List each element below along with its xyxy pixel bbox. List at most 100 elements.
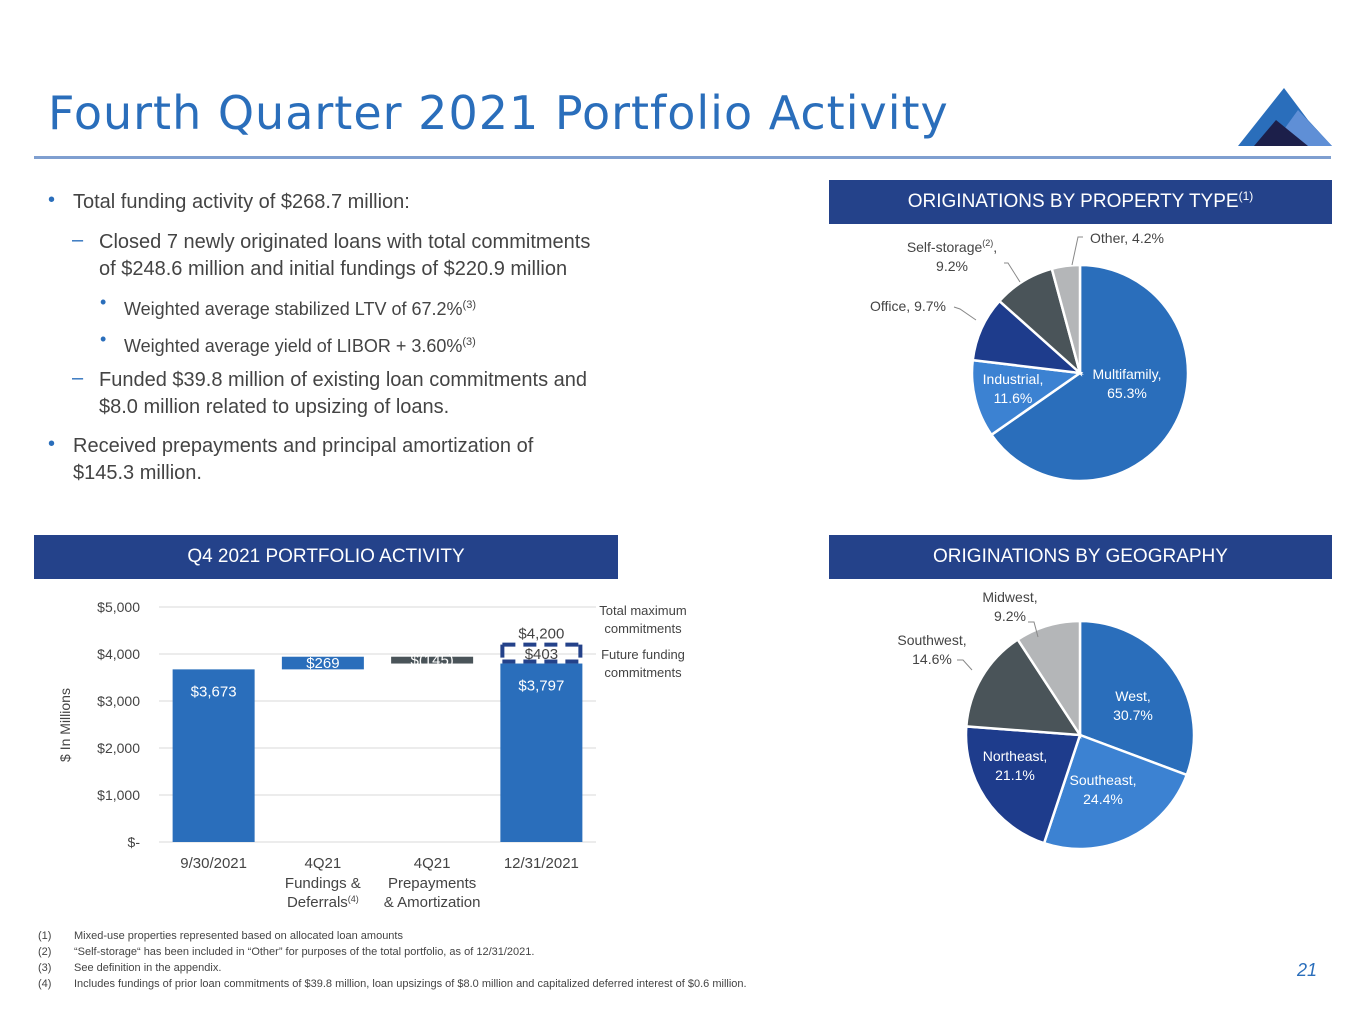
commitments-legend-text: commitments [604,621,682,636]
svg-text:Prepayments: Prepayments [388,875,476,892]
svg-text:9.2%: 9.2% [994,608,1026,624]
future-funding-label: $403 [525,646,558,663]
svg-text:Midwest,: Midwest, [982,589,1037,605]
pie-slice [964,725,1082,845]
y-tick-label: $3,000 [97,693,140,709]
y-tick-label: $1,000 [97,787,140,803]
leader-line [1071,236,1083,266]
svg-text:Office, 9.7%: Office, 9.7% [870,298,946,314]
svg-text:4Q21: 4Q21 [414,855,451,872]
x-category-label: 9/30/2021 [180,855,247,872]
bullet-marker: • [100,292,107,312]
pie-slice [989,263,1190,483]
footnote: (1) Mixed-use properties represented base… [38,930,403,942]
bullet-prepayments-line2: $145.3 million. [73,462,202,484]
svg-text:14.6%: 14.6% [912,651,952,667]
x-category-label: 12/31/2021 [504,855,579,872]
pie-label: Self-storage(2), 9.2% [907,238,997,274]
bar [172,669,255,842]
leader-line [957,659,973,671]
page-number: 21 [1296,960,1317,980]
svg-text:West,: West, [1115,688,1151,704]
pie-slice [1015,619,1082,740]
pie-slice [1042,733,1189,851]
bar [391,656,474,664]
bullet-yield: Weighted average yield of LIBOR + 3.60%(… [124,336,476,356]
bullet-marker: • [100,329,107,349]
pie-label: Southwest, 14.6% [897,632,966,667]
dash-marker: – [72,229,84,251]
title-divider [34,156,1331,159]
commitments-legend-text: Total maximum [599,603,686,618]
svg-text:Industrial,: Industrial, [983,371,1044,387]
bullet-closed-loans-line1: Closed 7 newly originated loans with tot… [99,231,591,253]
pie-slice [964,637,1083,737]
x-category-label: 4Q21 Prepayments & Amortization [384,855,481,911]
pie-label: Multifamily, 65.3% [1093,366,1162,401]
svg-text:9/30/2021: 9/30/2021 [180,855,247,872]
bullet-total-funding: Total funding activity of $268.7 million… [73,191,410,213]
y-axis-label: $ In Millions [57,688,73,762]
svg-text:Self-storage(2),: Self-storage(2), [907,238,997,255]
header-portfolio-activity: Q4 2021 PORTFOLIO ACTIVITY [34,535,618,579]
svg-text:12/31/2021: 12/31/2021 [504,855,579,872]
commitments-legend-text: Future funding [601,647,685,662]
pie-slice [970,358,1084,437]
pie-label: Industrial, 11.6% [983,371,1044,406]
svg-text:24.4%: 24.4% [1083,791,1123,807]
header-geography: ORIGINATIONS BY GEOGRAPHY [829,535,1332,579]
footnote: (2) “Self-storage“ has been included in “… [38,946,535,958]
total-maximum-label: $4,200 [518,626,564,643]
y-tick-label: $- [128,834,141,850]
svg-text:Multifamily,: Multifamily, [1093,366,1162,382]
bar-value-label: $3,673 [191,683,237,700]
bar [500,663,583,842]
header-property-type: ORIGINATIONS BY PROPERTY TYPE (1) [829,180,1332,224]
dash-marker: – [72,367,84,389]
svg-text:Other, 4.2%: Other, 4.2% [1090,230,1164,246]
svg-text:Northeast,: Northeast, [983,748,1048,764]
pie-label: Office, 9.7% [870,298,946,314]
pie-slice [1078,619,1196,777]
x-category-label: 4Q21 Fundings & Deferrals(4) [285,855,361,911]
pie-chart-property-type: Multifamily, 65.3% Industrial, 11.6% Office,… [870,230,1190,483]
pie-label: Southeast, 24.4% [1070,772,1137,807]
svg-text:4Q21: 4Q21 [305,855,342,872]
bar-value-label: $269 [306,655,339,672]
bar-value-label: $(145) [410,652,453,669]
pie-label: Other, 4.2% [1090,230,1164,246]
mountain-logo-icon [1238,88,1332,146]
svg-text:Deferrals(4): Deferrals(4) [287,894,359,911]
y-tick-label: $4,000 [97,646,140,662]
svg-text:& Amortization: & Amortization [384,894,481,911]
svg-text:11.6%: 11.6% [994,390,1033,406]
bullet-funded-line1: Funded $39.8 million of existing loan co… [99,369,588,391]
pie-chart-geography: West, 30.7% Southeast, 24.4% Northeast, 21.1%… [897,589,1196,851]
pie-label: Northeast, 21.1% [983,748,1048,783]
footnote: (4) Includes fundings of prior loan commi… [38,978,747,990]
pie-slice [1050,263,1082,374]
svg-text:Southwest,: Southwest, [897,632,966,648]
y-tick-label: $2,000 [97,740,140,756]
page-title: Fourth Quarter 2021 Portfolio Activity [48,86,949,140]
leader-line [953,306,977,321]
commitments-legend-text: commitments [604,665,682,680]
pie-label: West, 30.7% [1113,688,1153,723]
svg-text:Southeast,: Southeast, [1070,772,1137,788]
bullet-marker: • [48,189,56,211]
svg-text:Fundings &: Fundings & [285,875,361,892]
y-tick-label: $5,000 [97,599,140,615]
bullet-marker: • [48,433,56,455]
svg-text:65.3%: 65.3% [1107,385,1147,401]
bullet-closed-loans-line2: of $248.6 million and initial fundings o… [99,258,568,280]
bullet-prepayments-line1: Received prepayments and principal amort… [73,435,534,457]
bullet-funded-line2: $8.0 million related to upsizing of loan… [99,396,450,418]
bar [281,656,364,670]
svg-text:9.2%: 9.2% [936,258,968,274]
bullet-ltv: Weighted average stabilized LTV of 67.2%… [124,299,476,319]
svg-text:21.1%: 21.1% [995,767,1035,783]
leader-line [1004,262,1021,283]
bar-value-label: $3,797 [518,678,564,695]
leader-line [1028,621,1039,638]
bar-chart-portfolio-activity: $- $1,000 $2,000 $3,000 $4,000 $5,000 $ In Mil… [57,599,687,911]
